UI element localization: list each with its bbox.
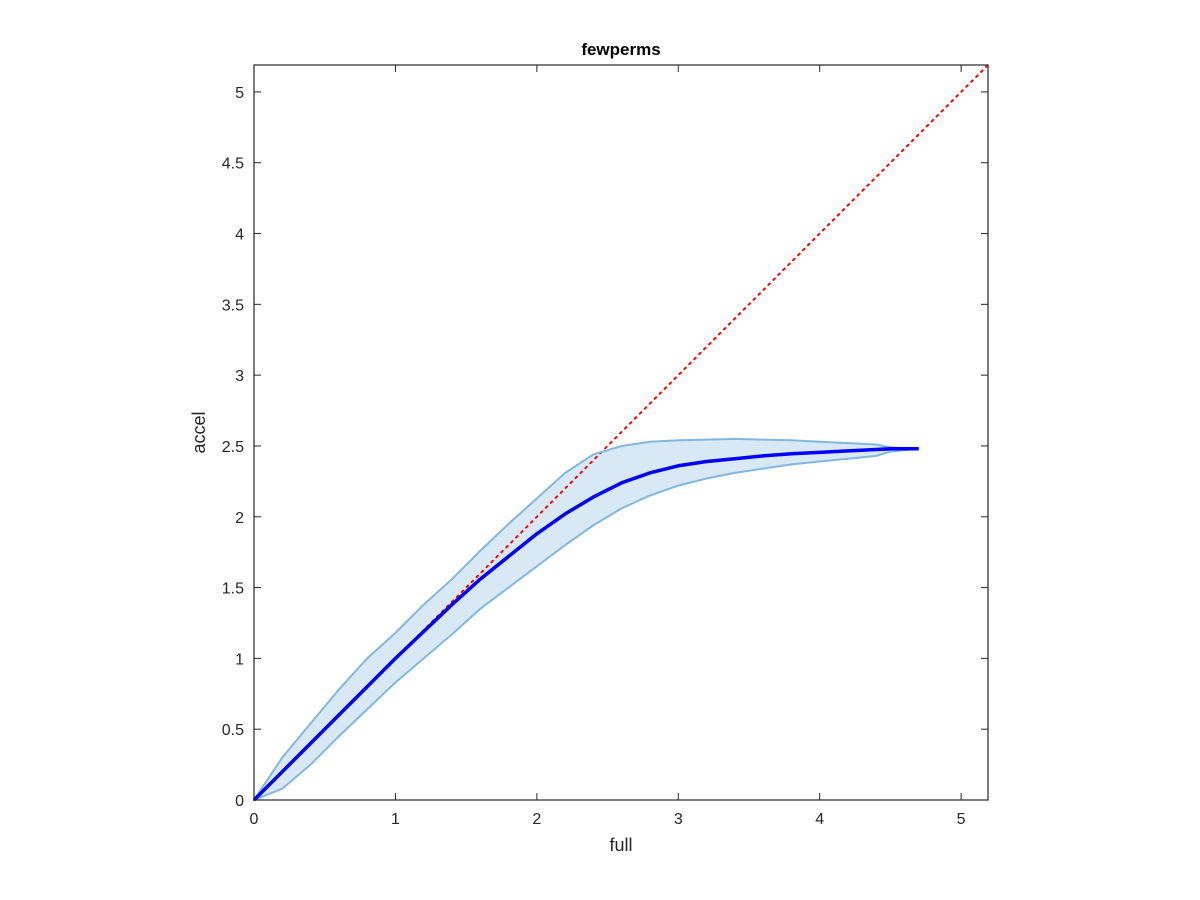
axes-box [253, 64, 989, 801]
x-tick-label: 3 [674, 811, 683, 828]
y-tick-label: 0.5 [222, 722, 244, 739]
x-tick-label: 2 [532, 811, 541, 828]
y-tick-label: 0 [235, 793, 244, 810]
x-tick-label: 1 [391, 811, 400, 828]
series-lines [252, 437, 919, 802]
x-tick-label: 5 [957, 811, 966, 828]
x-tick-label: 0 [250, 811, 259, 828]
y-tick-label: 4.5 [222, 156, 244, 173]
y-tick-label: 2.5 [222, 439, 244, 456]
y-tick-label: 1.5 [222, 581, 244, 598]
y-tick-label: 1 [235, 651, 244, 668]
mean-line [252, 447, 919, 802]
upper-bound-line [253, 437, 919, 801]
y-tick-label: 4 [235, 227, 244, 244]
y-tick-label: 2 [235, 510, 244, 527]
reference-line [253, 64, 989, 801]
y-tick-label: 3 [235, 368, 244, 385]
lower-bound-line [253, 447, 919, 801]
identity-reference-line [253, 64, 989, 801]
x-axis-label: full [609, 835, 632, 855]
band-fill [254, 438, 919, 800]
axis-ticks: 0 1 2 3 4 5 0 0.5 1 1.5 2 2.5 3 3.5 4 4.5 5 [222, 65, 988, 828]
chart-title: fewperms [581, 40, 660, 59]
y-tick-label: 5 [235, 85, 244, 102]
y-tick-label: 3.5 [222, 297, 244, 314]
y-axis-label: accel [189, 411, 209, 453]
x-tick-label: 4 [815, 811, 824, 828]
confidence-band [254, 438, 919, 800]
